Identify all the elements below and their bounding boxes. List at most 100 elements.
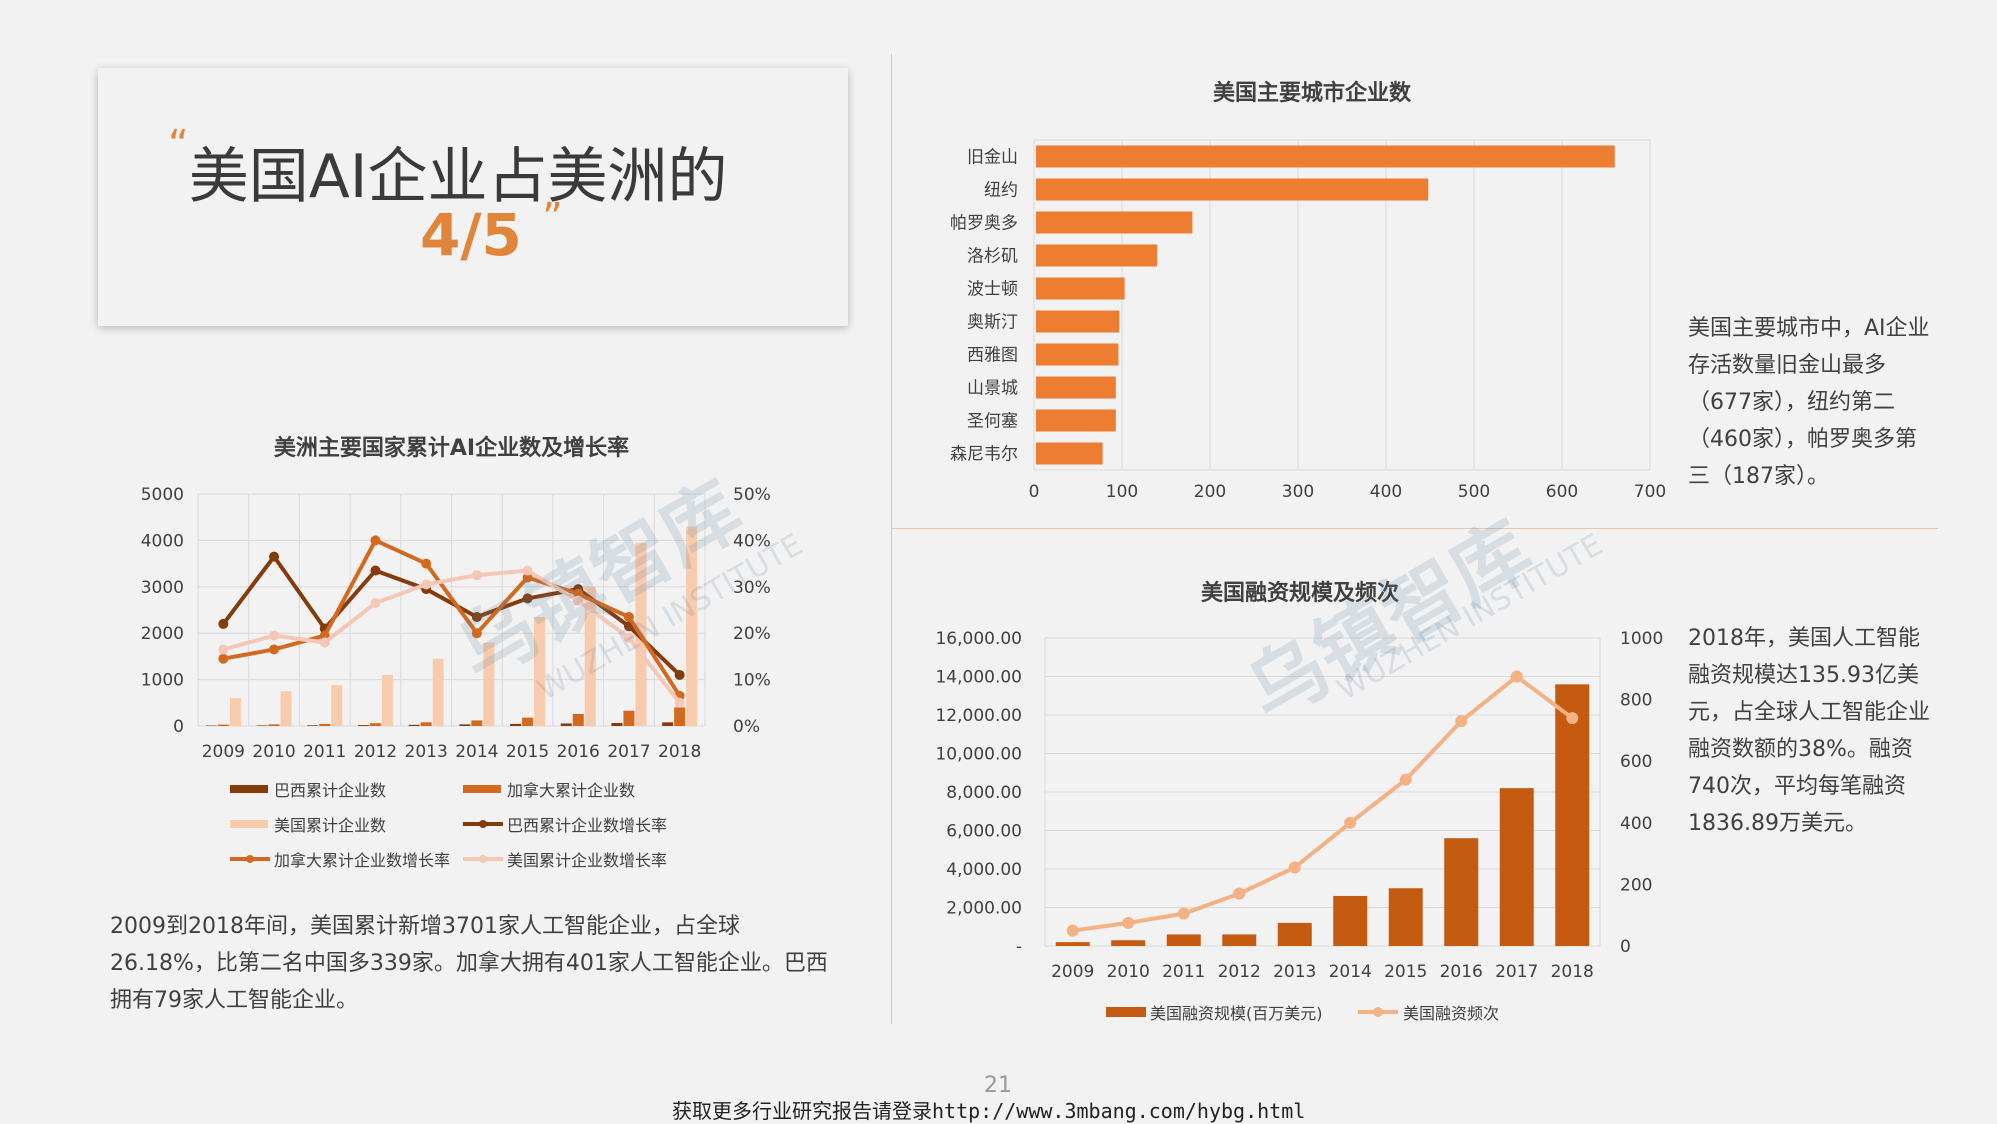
chart3-bar	[1055, 942, 1090, 946]
open-quote: “	[168, 122, 189, 168]
chart1-xtick: 2014	[455, 742, 498, 762]
chart1-bar	[280, 691, 292, 726]
headline-line1: “美国AI企业占美洲的	[168, 122, 728, 215]
chart1-ytick-left: 0	[173, 717, 184, 737]
chart2-xtick: 600	[1546, 482, 1578, 502]
chart1-legend-swatch	[230, 785, 268, 793]
chart1-point	[218, 644, 229, 655]
chart3-ytick-left: 10,000.00	[935, 745, 1022, 765]
chart1-point	[269, 551, 280, 562]
chart3-ytick-right: 1000	[1620, 629, 1663, 649]
chart1-bar	[611, 722, 623, 726]
chart1-point	[269, 630, 280, 641]
chart1-bar	[686, 526, 698, 726]
chart2-bar	[1036, 376, 1116, 399]
chart2-ytick: 山景城	[967, 379, 1018, 399]
chart1-legend-marker	[479, 820, 487, 828]
vertical-divider	[891, 54, 892, 1024]
chart1-bar	[560, 723, 572, 726]
chart1-ytick-right: 20%	[733, 624, 771, 644]
headline-highlight: 4/5	[420, 201, 522, 269]
chart2-bar	[1036, 409, 1116, 432]
chart1-point	[370, 565, 381, 576]
chart1-point	[471, 611, 482, 622]
horizontal-divider	[891, 528, 1938, 529]
footer-link[interactable]: 获取更多行业研究报告请登录http://www.3mbang.com/hybg.…	[672, 1099, 1306, 1123]
chart3-ytick-left: 2,000.00	[946, 899, 1022, 919]
chart3-ytick-left: 14,000.00	[935, 668, 1022, 688]
chart3-xtick: 2016	[1440, 962, 1483, 982]
chart3-point	[1233, 887, 1246, 900]
chart1-bar	[369, 723, 381, 726]
chart1-bar	[432, 658, 444, 726]
chart1-ytick-left: 2000	[141, 624, 184, 644]
chart1-legend-label: 加拿大累计企业数	[507, 781, 635, 800]
chart1-legend-marker	[246, 855, 254, 863]
chart3-ytick-right: 600	[1620, 752, 1652, 772]
chart1-bar	[623, 710, 635, 726]
chart1-point	[421, 579, 432, 590]
summary-cities: 美国主要城市中，AI企业存活数量旧金山最多（677家），纽约第二（460家），帕…	[1688, 316, 1930, 489]
chart1-line	[222, 537, 682, 697]
chart1-ytick-right: 50%	[733, 485, 771, 505]
chart1-bar	[674, 707, 686, 726]
chart1-point	[471, 628, 482, 639]
chart1-point	[623, 632, 634, 643]
chart2-xtick: 200	[1194, 482, 1226, 502]
headline-line2: 4/5 ”	[420, 195, 563, 269]
chart1-point	[573, 595, 584, 606]
chart2-bar	[1036, 310, 1120, 333]
chart2-bar	[1036, 277, 1125, 300]
chart1-bar	[357, 725, 369, 726]
chart3-point	[1455, 715, 1468, 728]
chart3-point	[1399, 773, 1412, 786]
chart3-ytick-left: 4,000.00	[946, 860, 1022, 880]
chart3-bar	[1388, 888, 1423, 946]
chart1-bar	[534, 616, 546, 726]
chart1-xtick: 2016	[557, 742, 600, 762]
chart1-bar	[229, 698, 241, 726]
summary-funding: 2018年，美国人工智能融资规模达135.93亿美元，占全球人工智能企业融资数额…	[1688, 626, 1931, 836]
chart2-bar	[1036, 343, 1119, 366]
chart1-xtick: 2009	[202, 742, 245, 762]
chart2-ytick: 帕罗奥多	[950, 214, 1018, 234]
headline-text: 美国AI企业占美洲的	[188, 142, 728, 212]
chart2-ytick: 奥斯汀	[967, 313, 1018, 333]
chart1-bar	[268, 724, 280, 726]
chart3-bar	[1111, 940, 1146, 946]
chart1-xtick: 2017	[607, 742, 650, 762]
chart2-ytick: 洛杉矶	[967, 247, 1018, 267]
chart2-xtick: 300	[1282, 482, 1314, 502]
chart3-ytick-right: 400	[1620, 814, 1652, 834]
chart1-ytick-left: 4000	[141, 531, 184, 551]
chart2-xtick: 400	[1370, 482, 1402, 502]
chart1-ytick-right: 0%	[733, 717, 760, 737]
chart1-ytick-left: 3000	[141, 578, 184, 598]
chart1-point	[218, 618, 229, 629]
chart1-bar	[522, 717, 534, 726]
chart1-point	[674, 669, 685, 680]
chart2-ytick: 森尼韦尔	[950, 445, 1018, 465]
chart2-bar	[1036, 178, 1429, 201]
chart3-xtick: 2010	[1107, 962, 1150, 982]
chart3-xtick: 2009	[1051, 962, 1094, 982]
chart1-bar	[662, 722, 674, 726]
chart3-title: 美国融资规模及频次	[1201, 580, 1399, 606]
chart1-point	[522, 572, 533, 583]
chart3-bar	[1555, 684, 1590, 946]
chart3-ytick-right: 800	[1620, 691, 1652, 711]
chart3-point	[1177, 907, 1190, 920]
chart3-bar	[1499, 788, 1534, 946]
chart2-ytick: 纽约	[984, 181, 1018, 201]
chart1-point	[623, 611, 634, 622]
chart2-bar	[1036, 145, 1615, 168]
chart3-legend-marker	[1373, 1007, 1383, 1017]
chart1-xtick: 2018	[658, 742, 701, 762]
chart3-bar	[1277, 922, 1312, 946]
chart3-ytick-right: 0	[1620, 937, 1631, 957]
chart1-xtick: 2012	[354, 742, 397, 762]
chart3-xtick: 2017	[1495, 962, 1538, 982]
chart1-ytick-left: 1000	[141, 671, 184, 691]
chart3-xtick: 2014	[1329, 962, 1372, 982]
